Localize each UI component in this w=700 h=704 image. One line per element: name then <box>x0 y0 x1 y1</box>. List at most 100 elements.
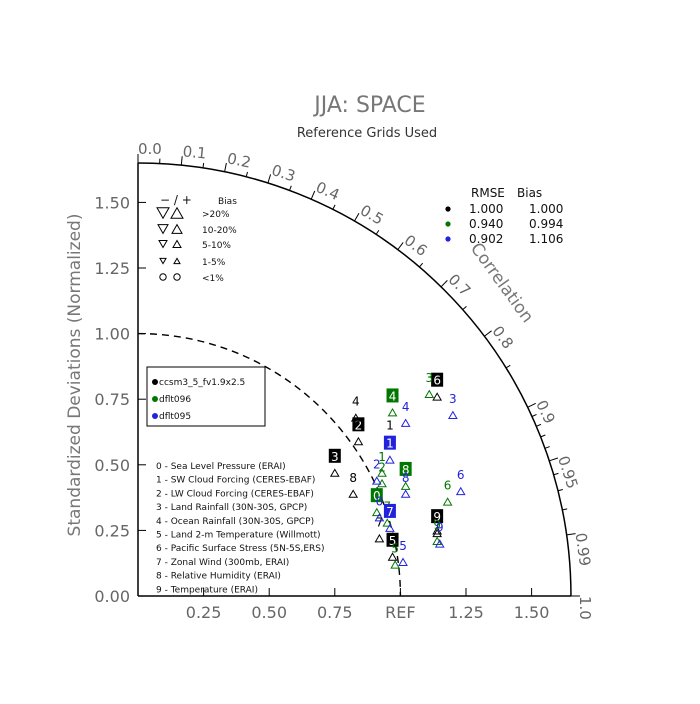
y-axis-label: Standardized Deviations (Normalized) <box>65 214 85 537</box>
case-legend-label: dflt095 <box>159 412 191 422</box>
data-point: 8 <box>349 471 357 497</box>
data-point-triangle <box>389 409 397 416</box>
variable-list-item: 1 - SW Cloud Forcing (CERES-EBAF) <box>156 476 315 486</box>
data-point-label: 8 <box>402 471 410 485</box>
bias-minus-marker <box>160 258 166 263</box>
y-tick-label: 0.75 <box>94 390 130 409</box>
data-point: 9 <box>436 521 444 547</box>
data-point-label: 7 <box>386 505 394 519</box>
data-point: 4 <box>387 388 399 415</box>
ref-label: REF <box>385 603 415 622</box>
chart-subtitle: Reference Grids Used <box>297 126 437 141</box>
data-point-triangle <box>402 419 410 426</box>
data-points: 012345678901234567890123456789 <box>329 371 465 568</box>
stats-row-dot <box>445 236 450 241</box>
variable-list-item: 2 - LW Cloud Forcing (CERES-EBAF) <box>156 489 314 499</box>
stats-row-rmse: 0.902 <box>469 232 503 246</box>
data-point-triangle <box>354 438 362 445</box>
data-point-triangle <box>399 559 407 566</box>
bias-circle-marker <box>160 274 166 280</box>
data-point-label: 6 <box>433 374 441 388</box>
correlation-tick-label: 1.0 <box>576 596 594 620</box>
data-point-triangle <box>433 393 441 400</box>
correlation-minor-tick <box>536 424 541 426</box>
data-point-label: 6 <box>444 479 452 493</box>
x-tick-label: 0.75 <box>317 603 353 622</box>
y-tick-label: 0.50 <box>94 456 130 475</box>
correlation-tick-label: 0.95 <box>554 454 582 491</box>
data-point-triangle <box>402 490 410 497</box>
y-tick-label: 1.00 <box>94 325 130 344</box>
data-point-triangle <box>375 535 383 542</box>
chart-title: JJA: SPACE <box>312 93 425 118</box>
data-point: 7 <box>384 504 396 531</box>
case-legend: ccsm3_5_fv1.9x2.5 dflt096 dflt095 <box>147 367 265 426</box>
case-legend-label: ccsm3_5_fv1.9x2.5 <box>159 378 245 388</box>
data-point: 4 <box>402 400 410 426</box>
correlation-tick-label: 0.3 <box>269 161 297 185</box>
data-point: 6 <box>444 479 452 505</box>
stats-row-dot <box>445 221 450 226</box>
data-point: 3 <box>329 449 341 476</box>
stats-row-dot <box>445 206 450 211</box>
data-point-triangle <box>444 498 452 505</box>
data-point: 8 <box>402 471 410 497</box>
bias-minus-marker <box>159 241 167 248</box>
case-legend-label: dflt096 <box>159 395 191 405</box>
correlation-tick-label: 0.2 <box>226 149 253 171</box>
data-point-label: 8 <box>349 471 357 485</box>
correlation-minor-tick <box>558 490 563 491</box>
data-point-label: 5 <box>399 539 407 553</box>
bias-legend-label: <1% <box>202 274 224 284</box>
case-legend-dot <box>152 379 158 385</box>
correlation-minor-tick <box>545 447 550 449</box>
bias-plus-marker <box>173 241 181 248</box>
x-tick-label: 0.25 <box>186 603 222 622</box>
y-tick-label: 1.50 <box>94 193 130 212</box>
correlation-minor-tick <box>562 509 567 510</box>
data-point-label: 3 <box>449 392 457 406</box>
bias-circle-marker <box>174 274 180 280</box>
data-point-label: 4 <box>402 400 410 414</box>
correlation-minor-tick <box>541 435 546 437</box>
x-tick-label: 1.25 <box>448 603 484 622</box>
bias-plus-marker <box>172 225 182 234</box>
correlation-axis-label: Correlation <box>466 239 537 327</box>
correlation-tick-label: 0.0 <box>138 140 162 158</box>
data-point-triangle <box>386 456 394 463</box>
correlation-minor-tick <box>376 230 379 234</box>
correlation-minor-tick <box>246 172 247 177</box>
data-point-label: 4 <box>389 389 397 403</box>
data-point-triangle <box>449 412 457 419</box>
case-legend-dot <box>152 396 158 402</box>
correlation-tick-label: 0.1 <box>182 142 208 162</box>
correlation-minor-tick <box>506 365 510 368</box>
correlation-minor-tick <box>532 414 537 416</box>
data-point-triangle <box>425 391 433 398</box>
variable-list-item: 0 - Sea Level Pressure (ERAI) <box>156 462 286 472</box>
correlation-minor-tick <box>333 205 335 209</box>
stats-row-rmse: 1.000 <box>469 202 503 216</box>
stats-row-rmse: 0.940 <box>469 217 503 231</box>
data-point-label: 1 <box>386 418 394 432</box>
bias-minus-marker <box>157 208 169 218</box>
variable-list-item: 3 - Land Rainfall (30N-30S, GPCP) <box>156 503 307 513</box>
x-tick-label: 1.50 <box>514 603 550 622</box>
case-legend-dot <box>152 413 158 419</box>
data-point: 3 <box>425 371 433 397</box>
variable-list-item: 5 - Land 2-m Temperature (Willmott) <box>156 531 321 541</box>
variable-list-item: 6 - Pacific Surface Stress (5N-5S,ERS) <box>156 544 325 554</box>
data-point-label: 7 <box>376 515 384 529</box>
correlation-minor-tick <box>463 306 467 309</box>
data-point-triangle <box>386 524 394 531</box>
data-point-label: 1 <box>386 437 394 451</box>
data-point-triangle <box>331 469 339 476</box>
bias-legend-label: >20% <box>202 210 230 220</box>
data-point-label: 6 <box>457 468 465 482</box>
data-point: 3 <box>449 392 457 418</box>
bias-minus-marker <box>158 225 168 234</box>
bias-legend-label: 5-10% <box>202 241 231 251</box>
variable-list-item: 8 - Relative Humidity (ERAI) <box>156 572 281 582</box>
y-tick-label: 0.25 <box>94 521 130 540</box>
